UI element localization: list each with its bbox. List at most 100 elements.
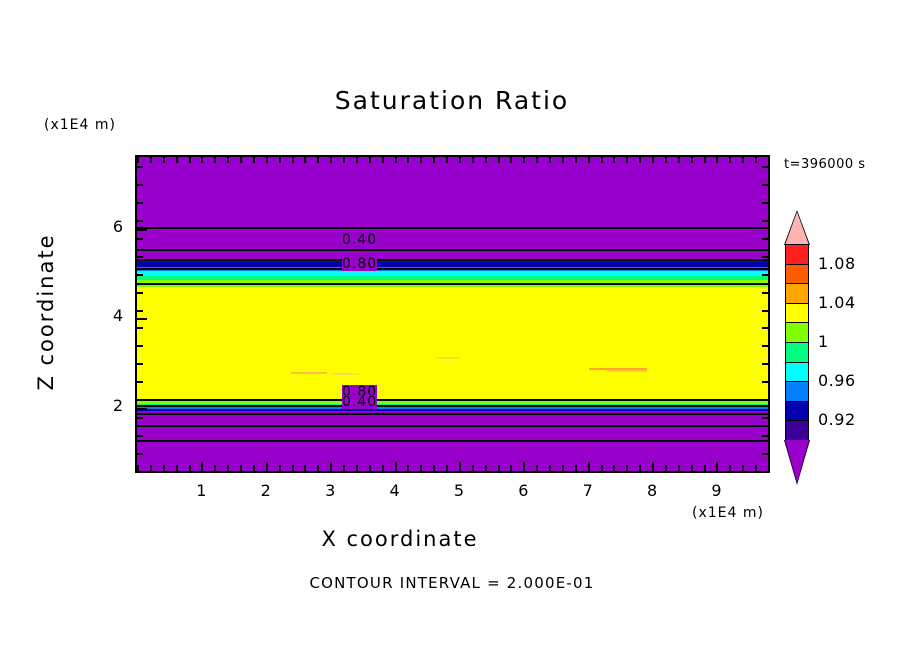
colorbar-overflow-arrow-top xyxy=(785,212,809,245)
contour-line xyxy=(137,259,768,262)
contour-line xyxy=(137,399,768,402)
x-minor-tick xyxy=(755,157,758,163)
colorbar-tick-label: 0.96 xyxy=(818,371,856,391)
x-minor-tick xyxy=(523,157,526,163)
x-minor-tick xyxy=(742,465,745,471)
x-minor-tick xyxy=(343,157,346,163)
x-minor-tick xyxy=(240,465,243,471)
x-minor-tick xyxy=(768,157,770,163)
x-minor-tick xyxy=(137,465,139,471)
y-minor-tick xyxy=(762,237,768,240)
x-tick-label: 6 xyxy=(518,481,529,500)
x-major-tick xyxy=(716,462,719,471)
x-minor-tick xyxy=(214,157,217,163)
x-minor-tick xyxy=(175,157,178,163)
y-minor-tick xyxy=(762,345,768,348)
y-minor-tick xyxy=(762,399,768,402)
x-minor-tick xyxy=(536,465,539,471)
colorbar-tick-label: 1.08 xyxy=(818,253,856,273)
x-tick-label: 1 xyxy=(196,481,207,500)
colorbar[interactable] xyxy=(785,244,809,442)
x-minor-tick xyxy=(497,157,500,163)
x-minor-tick xyxy=(755,465,758,471)
x-tick-label: 2 xyxy=(260,481,271,500)
y-minor-tick xyxy=(137,363,143,366)
y-minor-tick xyxy=(762,363,768,366)
contour-interval-caption: CONTOUR INTERVAL = 2.000E-01 xyxy=(309,574,595,592)
y-minor-tick xyxy=(137,237,143,240)
x-minor-tick xyxy=(433,157,436,163)
x-major-tick xyxy=(394,462,397,471)
x-minor-tick xyxy=(484,157,487,163)
x-minor-tick xyxy=(368,157,371,163)
x-minor-tick xyxy=(407,157,410,163)
contour-line xyxy=(137,425,768,428)
x-axis-unit-label: (x1E4 m) xyxy=(692,505,764,521)
x-minor-tick xyxy=(768,465,770,471)
colorbar-tick-label: 1 xyxy=(818,332,829,351)
y-minor-tick xyxy=(762,327,768,330)
x-minor-tick xyxy=(690,157,693,163)
y-tick-label: 2 xyxy=(112,396,123,416)
x-minor-tick xyxy=(664,157,667,163)
x-minor-tick xyxy=(278,157,281,163)
x-minor-tick xyxy=(497,465,500,471)
x-tick-label: 5 xyxy=(453,481,465,500)
x-minor-tick xyxy=(343,465,346,471)
x-minor-tick xyxy=(407,465,410,471)
contour-plot-area[interactable]: 0.40 0.80 0.80 0.40 xyxy=(135,155,770,473)
contour-band xyxy=(137,407,768,410)
x-minor-tick xyxy=(561,465,564,471)
contour-band xyxy=(137,271,768,276)
y-minor-tick xyxy=(762,435,768,438)
y-minor-tick xyxy=(137,435,143,438)
x-minor-tick xyxy=(626,465,629,471)
y-axis-unit-label: (x1E4 m) xyxy=(44,117,116,133)
y-major-tick xyxy=(137,408,147,411)
contour-band xyxy=(137,403,768,406)
x-minor-tick xyxy=(420,157,423,163)
x-minor-tick xyxy=(317,465,320,471)
contour-band xyxy=(137,401,768,404)
x-minor-tick xyxy=(446,465,449,471)
colorbar-segment xyxy=(785,361,809,383)
colorbar-segment xyxy=(785,263,809,285)
x-minor-tick xyxy=(368,465,371,471)
page-title: Saturation Ratio xyxy=(334,86,570,115)
x-minor-tick xyxy=(639,465,642,471)
x-minor-tick xyxy=(484,465,487,471)
contour-band xyxy=(137,262,768,267)
x-minor-tick xyxy=(729,157,732,163)
colorbar-segment xyxy=(785,322,809,344)
y-minor-tick xyxy=(137,345,143,348)
y-minor-tick xyxy=(762,273,768,276)
x-minor-tick xyxy=(574,465,577,471)
x-minor-tick xyxy=(690,465,693,471)
y-minor-tick xyxy=(762,417,768,420)
colorbar-underflow-arrow-bottom xyxy=(785,440,809,483)
x-minor-tick xyxy=(381,157,384,163)
y-minor-tick xyxy=(137,219,143,222)
x-major-tick xyxy=(458,462,461,471)
contour-line xyxy=(137,248,768,251)
field-artifact xyxy=(589,368,647,370)
x-minor-tick xyxy=(175,465,178,471)
y-minor-tick xyxy=(762,309,768,312)
field-artifact xyxy=(607,370,647,372)
x-minor-tick xyxy=(278,465,281,471)
x-minor-tick xyxy=(510,465,513,471)
field-artifact xyxy=(291,372,327,374)
y-minor-tick xyxy=(137,165,143,168)
x-minor-tick xyxy=(162,157,165,163)
x-minor-tick xyxy=(162,465,165,471)
x-axis-title: X coordinate xyxy=(321,527,479,551)
y-minor-tick xyxy=(762,381,768,384)
contour-line xyxy=(137,404,768,407)
colorbar-segment xyxy=(785,342,809,364)
x-tick-label: 4 xyxy=(389,481,400,500)
x-minor-tick xyxy=(703,465,706,471)
y-minor-tick xyxy=(762,453,768,456)
contour-line xyxy=(137,439,768,442)
x-major-tick xyxy=(587,462,590,471)
x-minor-tick xyxy=(613,157,616,163)
